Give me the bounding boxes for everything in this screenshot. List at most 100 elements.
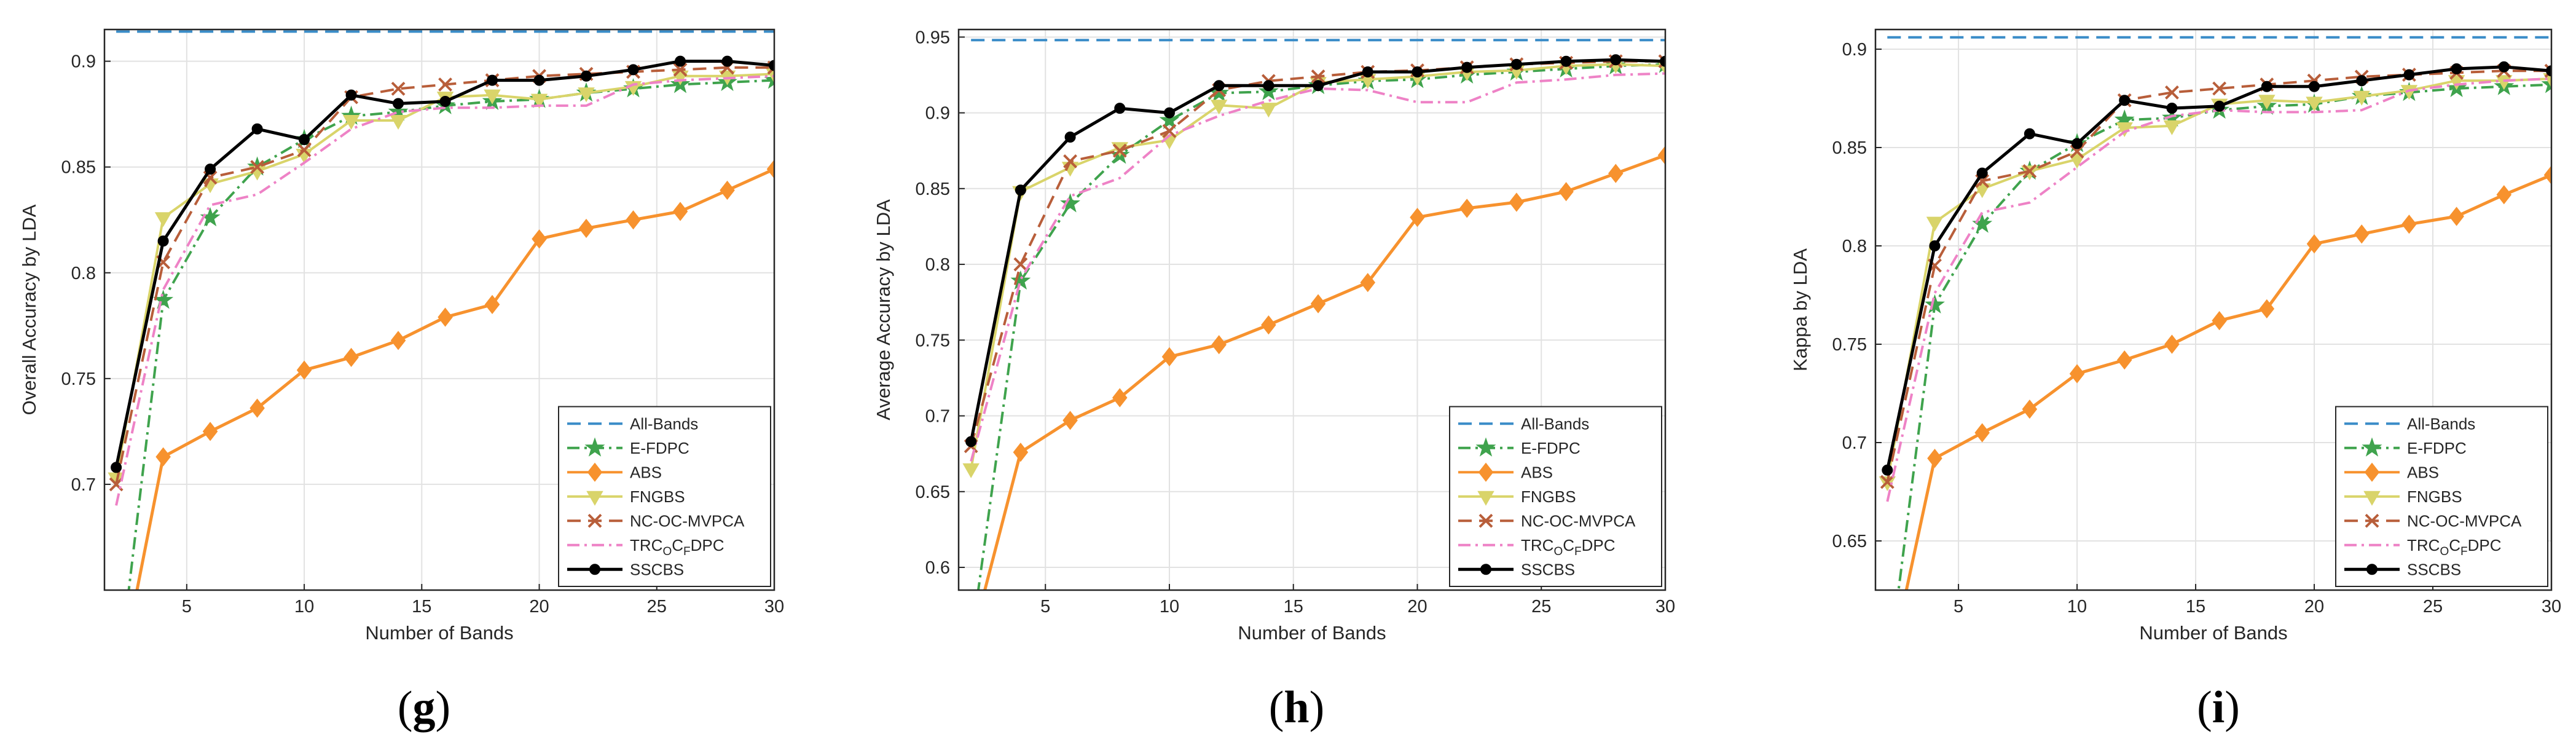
data-point-sscbs (1660, 55, 1665, 67)
data-point-sscbs (2546, 65, 2551, 77)
x-tick-label: 30 (1655, 597, 1675, 617)
data-point-sscbs (675, 55, 686, 67)
legend-marker-abs (1478, 462, 1494, 482)
data-point-abs (2022, 399, 2038, 419)
chart-panel-g: 5 10 15 20 25 30 0.7 0.75 0.8 0.85 0.9 Number of Ba… (18, 28, 784, 704)
x-tick-label: 10 (1160, 597, 1179, 617)
data-point-abs (202, 422, 218, 441)
y-axis-label: Kappa by LDA (1789, 248, 1811, 371)
legend: All-Bands E-FDPC ABS FNGBS NC-OC-MVPCA TRCOCF… (558, 406, 771, 587)
data-point-nc_oc_mvpca (673, 62, 688, 77)
data-point-fngbs (2068, 154, 2086, 169)
x-tick-label: 15 (1284, 597, 1303, 617)
x-tick-label: 25 (647, 597, 667, 617)
legend-marker-fngbs (586, 491, 603, 506)
data-point-abs (1657, 145, 1665, 165)
legend-marker-abs (587, 462, 603, 482)
data-point-fngbs (2496, 75, 2513, 90)
x-tick-label: 25 (1531, 597, 1551, 617)
y-tick-label: 0.7 (925, 407, 950, 427)
y-tick-label: 0.8 (71, 264, 96, 283)
x-tick-label: 15 (2186, 597, 2205, 617)
data-point-sscbs (721, 55, 733, 67)
data-point-nc_oc_mvpca (2212, 81, 2227, 96)
data-point-sscbs (2071, 138, 2083, 149)
data-point-e_fdpc (1010, 270, 1031, 290)
x-tick-label: 15 (412, 597, 431, 617)
data-point-sscbs (1213, 80, 1225, 92)
legend-marker-sscbs (1480, 564, 1491, 575)
data-point-sscbs (345, 89, 357, 101)
y-tick-label: 0.75 (61, 369, 96, 389)
data-point-abs (296, 360, 312, 380)
series-line-nc_oc_mvpca (1886, 69, 2551, 483)
data-point-abs (155, 447, 171, 467)
data-point-sscbs (1976, 167, 1988, 179)
data-point-sscbs (627, 64, 639, 76)
data-point-fngbs (1210, 100, 1228, 115)
panel-caption-h: (h) (1269, 682, 1324, 733)
data-point-abs (1509, 192, 1525, 212)
series-group (1879, 36, 2551, 590)
legend-label-sscbs: SSCBS (630, 560, 684, 578)
data-point-abs (672, 202, 688, 221)
axes-frame (1874, 28, 2553, 591)
data-point-sscbs (2498, 61, 2510, 73)
panel-caption-g: (g) (398, 682, 450, 733)
data-point-sscbs (487, 74, 498, 86)
data-point-nc_oc_mvpca (1880, 475, 1895, 489)
y-tick-label: 0.9 (71, 52, 96, 72)
x-axis-label: Number of Bands (2139, 622, 2287, 644)
legend-label-abs: ABS (630, 463, 662, 481)
data-point-abs (1013, 443, 1029, 462)
legend-marker-nc_oc_mvpca (1478, 513, 1493, 528)
legend-marker-nc_oc_mvpca (2365, 513, 2379, 528)
chart-panel-i: 5 10 15 20 25 30 0.65 0.7 0.75 0.8 0.85 0.9 Number o… (1789, 28, 2561, 644)
y-tick-label: 0.65 (1832, 532, 1867, 551)
data-point-nc_oc_mvpca (2165, 85, 2179, 100)
x-tick-label: 20 (529, 597, 549, 617)
panel-caption-i: (i) (2197, 682, 2240, 733)
data-point-abs (438, 307, 453, 327)
legend-marker-nc_oc_mvpca (587, 513, 602, 528)
data-point-nc_oc_mvpca (391, 81, 406, 96)
legend-label-e_fdpc: E-FDPC (630, 439, 689, 457)
data-point-nc_oc_mvpca (2544, 63, 2551, 78)
data-point-sscbs (2451, 63, 2462, 74)
legend-marker-fngbs (2363, 491, 2381, 506)
data-point-abs (1974, 423, 1990, 443)
data-point-sscbs (1163, 107, 1175, 119)
x-axis-label: Number of Bands (365, 622, 513, 644)
y-tick-label: 0.75 (916, 331, 950, 350)
data-point-nc_oc_mvpca (2022, 164, 2037, 178)
data-point-sscbs (1560, 55, 1572, 67)
legend-label-all_bands: All-Bands (1521, 414, 1589, 433)
data-point-abs (109, 687, 123, 704)
x-tick-label: 20 (2304, 597, 2324, 617)
data-point-sscbs (1882, 464, 1893, 476)
y-tick-label: 0.85 (1832, 138, 1867, 158)
data-point-sscbs (251, 123, 263, 135)
x-tick-label: 10 (294, 597, 314, 617)
y-tick-label: 0.8 (1842, 237, 1867, 256)
data-point-abs (1927, 448, 1942, 468)
data-point-fngbs (578, 87, 595, 103)
y-axis-label: Overall Accuracy by LDA (18, 204, 40, 415)
data-point-e_fdpc (764, 69, 774, 89)
legend-label-e_fdpc: E-FDPC (1521, 439, 1581, 457)
data-point-abs (1161, 347, 1177, 367)
y-tick-label: 0.85 (61, 158, 96, 178)
legend-label-e_fdpc: E-FDPC (2407, 439, 2467, 457)
axes-frame (103, 28, 776, 591)
data-point-sscbs (1461, 61, 1473, 73)
legend-label-nc_oc_mvpca: NC-OC-MVPCA (2407, 511, 2522, 530)
y-tick-label: 0.9 (925, 104, 950, 124)
legend-marker-sscbs (589, 564, 600, 575)
y-axis-label: Average Accuracy by LDA (873, 199, 894, 420)
series-line-trc (115, 74, 774, 506)
legend-marker-sscbs (2366, 564, 2378, 575)
data-point-nc_oc_mvpca (1162, 124, 1177, 138)
data-point-nc_oc_mvpca (297, 143, 312, 157)
data-point-abs (578, 218, 594, 239)
data-point-sscbs (1114, 103, 1126, 114)
